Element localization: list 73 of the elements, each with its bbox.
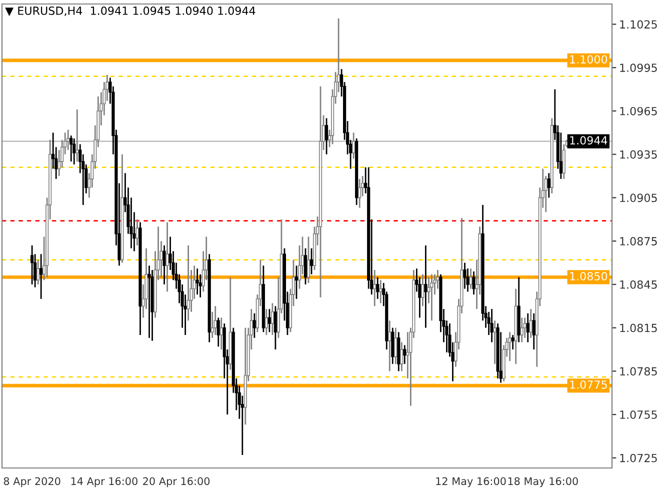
candlestick <box>162 244 166 286</box>
candlestick <box>421 274 424 307</box>
candlestick <box>547 172 550 198</box>
candlestick <box>508 331 512 362</box>
candlestick <box>294 264 298 300</box>
candlestick <box>304 248 308 286</box>
candlestick <box>264 308 268 336</box>
candlestick <box>196 268 199 296</box>
candlestick <box>70 134 73 162</box>
candlestick <box>252 312 256 339</box>
candlestick <box>306 236 310 284</box>
y-tick-label: 1.1025 <box>620 20 657 29</box>
candlestick <box>373 269 376 307</box>
y-tick-label: 1.0965 <box>620 106 657 116</box>
candlestick <box>40 253 43 300</box>
chart-title: ▼ EURUSD,H4 1.0941 1.0945 1.0940 1.0944 <box>5 6 256 16</box>
x-tick-label: 20 Apr 16:00 <box>143 477 210 488</box>
candlestick <box>76 108 79 162</box>
y-tick-label: 1.0845 <box>620 280 657 289</box>
ref-line-label: 1.1000 <box>570 55 608 64</box>
candlestick <box>529 308 532 339</box>
candlestick <box>376 276 380 300</box>
candlestick <box>400 342 404 372</box>
y-tick-label: 1.0785 <box>620 367 657 376</box>
x-tick-label: 14 Apr 16:00 <box>71 477 138 488</box>
y-tick-label: 1.0755 <box>620 410 657 419</box>
candlestick <box>526 312 530 343</box>
candlestick <box>493 320 496 365</box>
ref-line-label: 1.0775 <box>570 380 607 389</box>
candlestick <box>358 178 362 209</box>
candlestick <box>424 244 428 328</box>
ref-line-label: 1.0850 <box>570 272 608 280</box>
candlestick <box>166 222 169 292</box>
candlestick <box>270 302 274 336</box>
candlestick <box>214 305 217 336</box>
candlestick <box>394 327 398 365</box>
candlestick <box>388 320 392 372</box>
y-tick-label: 1.0995 <box>620 64 657 72</box>
y-tick-label: 1.0905 <box>620 194 657 202</box>
candlestick <box>523 316 526 339</box>
candlestick <box>403 344 406 365</box>
candlestick <box>30 244 34 286</box>
y-tick-label: 1.0935 <box>620 150 657 159</box>
candlestick <box>274 305 277 350</box>
candlestick <box>430 274 434 322</box>
candlestick <box>562 144 566 180</box>
candlestick <box>532 312 536 350</box>
candlestick <box>72 138 76 166</box>
x-tick-label: 18 May 16:00 <box>508 477 578 488</box>
y-tick-label: 1.0875 <box>620 237 657 246</box>
candlestick <box>490 308 494 343</box>
candlestick <box>352 132 356 160</box>
candlestick <box>268 308 271 333</box>
candlestick <box>36 259 40 286</box>
candlestick <box>220 316 223 350</box>
y-tick-label: 1.0725 <box>620 454 657 462</box>
candlestick <box>66 129 70 151</box>
x-tick-label: 12 May 16:00 <box>436 477 506 488</box>
candlestick <box>216 316 220 348</box>
candlestick <box>511 334 514 350</box>
x-tick-label: 8 Apr 2020 <box>4 477 60 488</box>
candlestick <box>379 279 382 304</box>
candlestick <box>469 268 472 290</box>
candlestick <box>148 264 151 339</box>
candlestick <box>463 262 466 290</box>
ref-line-label: 1.0944 <box>570 136 608 145</box>
candlestick <box>136 218 139 246</box>
y-tick-label: 1.0815 <box>620 324 657 332</box>
candlestick <box>324 118 328 156</box>
candlestick <box>472 270 476 296</box>
candlestick <box>520 316 524 343</box>
candlestick <box>186 244 190 322</box>
candlestick <box>310 248 314 275</box>
